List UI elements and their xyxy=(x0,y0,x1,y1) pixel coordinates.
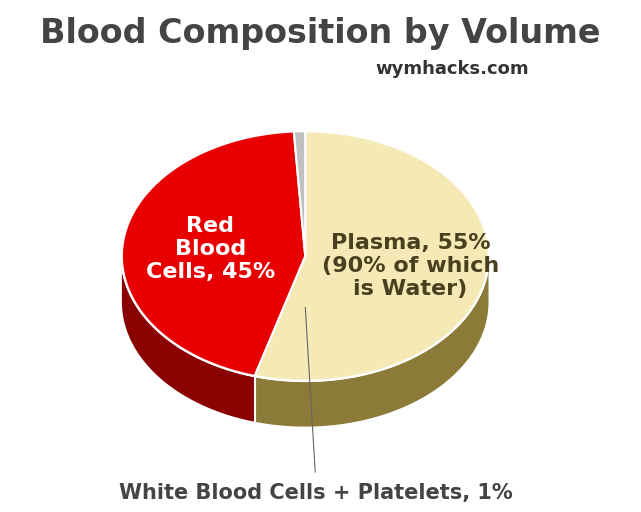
Polygon shape xyxy=(122,132,305,376)
Polygon shape xyxy=(254,131,488,381)
Polygon shape xyxy=(254,258,488,426)
Polygon shape xyxy=(294,131,305,256)
Polygon shape xyxy=(122,258,254,422)
Text: Blood Composition by Volume: Blood Composition by Volume xyxy=(40,17,601,50)
Text: wymhacks.com: wymhacks.com xyxy=(376,60,529,78)
Text: White Blood Cells + Platelets, 1%: White Blood Cells + Platelets, 1% xyxy=(119,483,512,503)
Text: Red
Blood
Cells, 45%: Red Blood Cells, 45% xyxy=(146,216,275,282)
Text: Plasma, 55%
(90% of which
is Water): Plasma, 55% (90% of which is Water) xyxy=(322,233,499,300)
